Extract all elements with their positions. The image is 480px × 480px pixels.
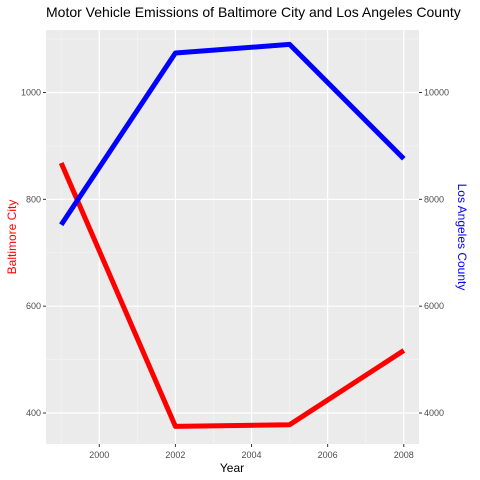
right-y-axis-ticks: 4000 6000 8000 10000: [419, 88, 449, 418]
minor-gridlines: [46, 30, 419, 444]
major-gridlines: [46, 30, 419, 444]
left-y-tick-label: 400: [26, 408, 41, 418]
chart-title: Motor Vehicle Emissions of Baltimore Cit…: [46, 4, 461, 20]
left-y-tick-label: 1000: [21, 88, 41, 98]
right-y-tick-label: 8000: [424, 194, 444, 204]
chart-panel: [46, 30, 419, 444]
x-tick-label: 2000: [89, 450, 109, 460]
left-y-axis-ticks: 400 600 800 1000: [21, 88, 46, 418]
right-y-tick-label: 10000: [424, 88, 449, 98]
x-tick-label: 2002: [165, 450, 185, 460]
x-tick-label: 2006: [318, 450, 338, 460]
left-y-tick-label: 600: [26, 301, 41, 311]
left-y-axis-title: Baltimore City: [5, 200, 19, 275]
right-y-tick-label: 6000: [424, 301, 444, 311]
series-line-baltimore-city: [58, 162, 406, 429]
x-tick-label: 2008: [394, 450, 414, 460]
right-y-tick-label: 4000: [424, 408, 444, 418]
left-y-tick-label: 800: [26, 194, 41, 204]
x-tick-label: 2004: [242, 450, 262, 460]
x-axis-ticks: 2000 2002 2004 2006 2008: [89, 444, 414, 460]
x-axis-title: Year: [220, 461, 244, 475]
series-line-los-angeles-county: [59, 41, 406, 227]
series-layer: [58, 41, 406, 429]
right-y-axis-title: Los Angeles County: [455, 184, 469, 291]
